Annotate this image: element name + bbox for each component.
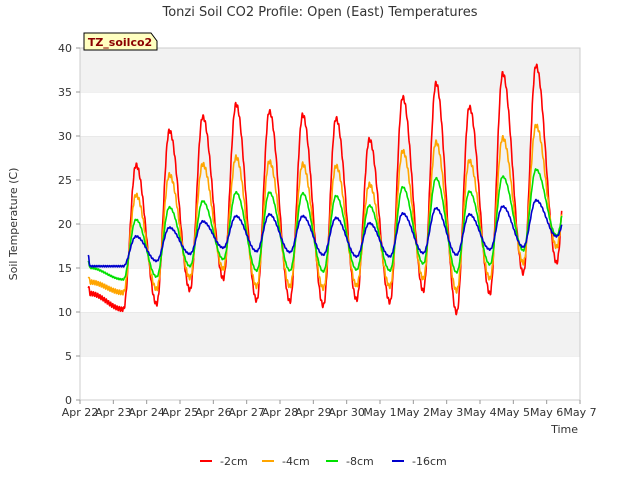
y-tick-label: 5 (65, 350, 72, 363)
series-lines (87, 63, 563, 316)
x-tick-label: Apr 29 (295, 406, 332, 419)
grid-band (80, 268, 580, 312)
y-axis: 0 5 10 15 20 25 30 35 40 (58, 42, 80, 407)
grid-band (80, 356, 580, 400)
y-tick-label: 20 (58, 218, 72, 231)
x-tick-label: May 4 (463, 406, 496, 419)
y-tick-label: 25 (58, 174, 72, 187)
annotation-label: TZ_soilco2 (88, 36, 152, 49)
x-tick-label: Apr 28 (262, 406, 299, 419)
annotation-box: TZ_soilco2 (83, 32, 158, 51)
legend-label: -8cm (346, 455, 374, 468)
y-tick-label: 30 (58, 130, 72, 143)
x-tick-label: May 6 (530, 406, 563, 419)
y-tick-label: 35 (58, 86, 72, 99)
y-axis-label: Soil Temperature (C) (7, 168, 20, 281)
x-tick-label: Apr 23 (95, 406, 132, 419)
grid-band (80, 92, 580, 136)
legend-label: -2cm (220, 455, 248, 468)
series-line-minus-8cm (87, 168, 563, 281)
x-tick-label: May 7 (563, 406, 596, 419)
series-line-minus-16cm (87, 198, 563, 268)
grid-band (80, 48, 580, 92)
x-tick-label: Apr 22 (62, 406, 99, 419)
x-axis-label: Time (550, 423, 578, 436)
x-tick-label: Apr 25 (162, 406, 199, 419)
y-tick-label: 15 (58, 262, 72, 275)
chart-title: Tonzi Soil CO2 Profile: Open (East) Temp… (161, 5, 477, 20)
legend-label: -4cm (282, 455, 310, 468)
legend: -2cm -4cm -8cm -16cm (200, 455, 447, 468)
grid-band (80, 312, 580, 356)
x-tick-label: Apr 30 (328, 406, 365, 419)
x-tick-label: May 3 (430, 406, 463, 419)
y-tick-label: 10 (58, 306, 72, 319)
x-tick-label: Apr 24 (128, 406, 165, 419)
x-tick-label: Apr 27 (228, 406, 265, 419)
y-tick-label: 0 (65, 394, 72, 407)
x-tick-label: May 5 (497, 406, 530, 419)
y-tick-label: 40 (58, 42, 72, 55)
x-tick-label: Apr 26 (195, 406, 232, 419)
legend-label: -16cm (412, 455, 447, 468)
x-tick-label: May 2 (397, 406, 430, 419)
x-tick-label: May 1 (363, 406, 396, 419)
